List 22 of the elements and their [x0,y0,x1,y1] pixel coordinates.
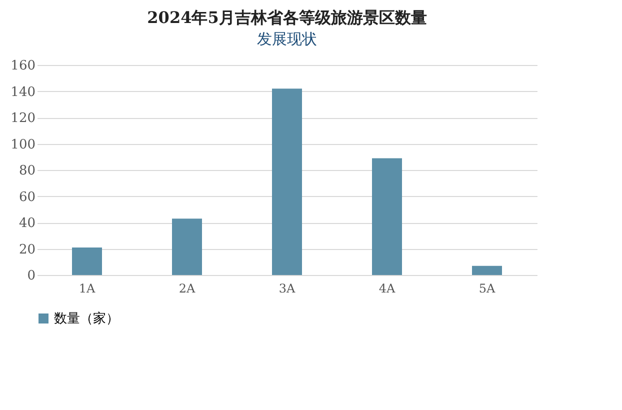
x-tick-label: 4A [378,282,396,296]
bar [172,218,202,275]
bar [272,88,302,275]
x-tick-label: 2A [178,282,196,296]
x-tick-label: 5A [478,282,496,296]
legend-label: 数量（家） [54,310,119,326]
y-tick-label: 140 [10,84,36,100]
y-tick-label: 160 [10,58,36,74]
y-tick-label: 0 [27,268,36,284]
y-tick-label: 80 [18,164,36,178]
y-tick-label: 20 [18,242,36,258]
y-tick-label: 40 [18,216,36,231]
x-tick-label: 1A [78,282,96,296]
chart-title: 2024年5月吉林省各等级旅游景区数量 [147,8,427,27]
bar [72,247,102,275]
y-tick-label: 100 [10,137,36,152]
text: 发展现状 [257,30,317,48]
x-tick-label: 3A [278,282,296,296]
y-tick-label: 60 [18,190,36,205]
y-tick-label: 120 [10,111,36,126]
bar [472,266,502,275]
bar [372,158,402,275]
